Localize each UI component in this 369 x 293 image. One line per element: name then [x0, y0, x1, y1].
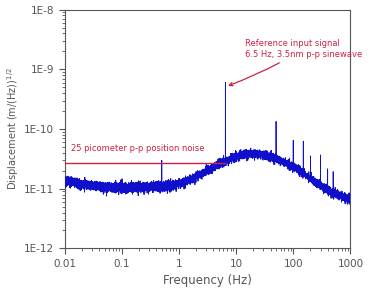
- X-axis label: Frequency (Hz): Frequency (Hz): [163, 275, 252, 287]
- Y-axis label: Displacement (m/(Hz)$)^{1/2}$: Displacement (m/(Hz)$)^{1/2}$: [6, 68, 21, 190]
- Text: 25 picometer p-p position noise: 25 picometer p-p position noise: [71, 144, 205, 153]
- Text: Reference input signal
6.5 Hz, 3.5nm p-p sinewave: Reference input signal 6.5 Hz, 3.5nm p-p…: [229, 39, 362, 86]
